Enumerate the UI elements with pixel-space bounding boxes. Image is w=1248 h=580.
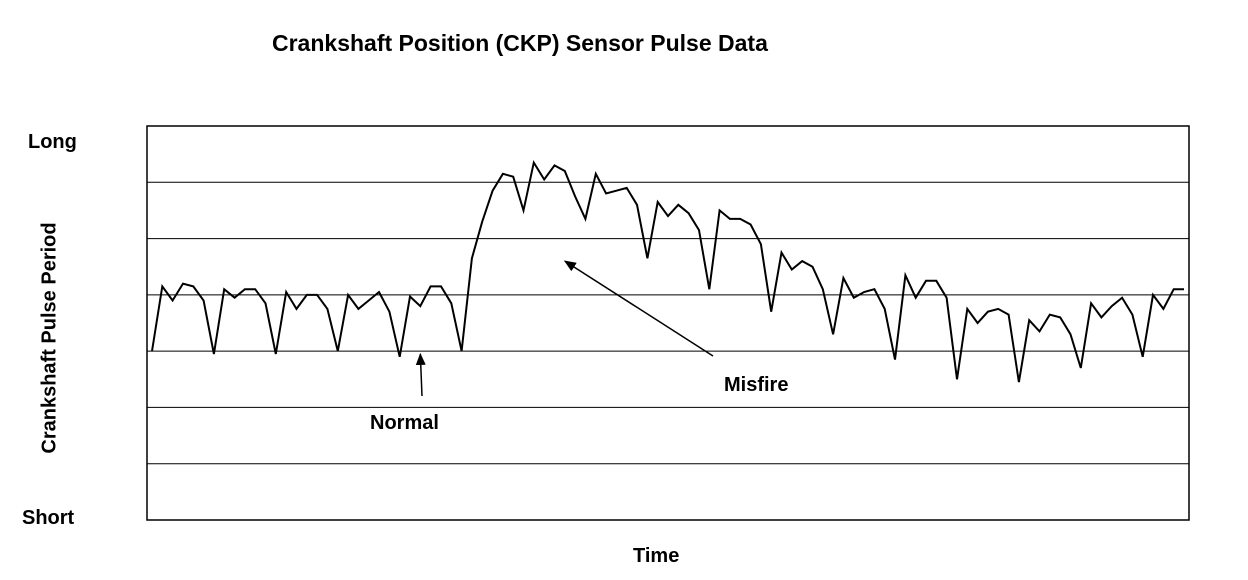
x-axis-label: Time [633,545,680,567]
chart-title: Crankshaft Position (CKP) Sensor Pulse D… [272,30,768,56]
y-axis-top-label: Long [28,131,77,153]
annotation-misfire: Misfire [724,374,789,396]
misfire-arrow [563,260,714,357]
series-line [151,159,1184,383]
gridlines [147,181,1189,465]
normal-arrow [415,352,426,397]
y-axis-bottom-label: Short [22,507,75,529]
annotation-normal: Normal [370,412,439,434]
plot-frame [146,125,1190,521]
series-line-group [151,159,1184,383]
